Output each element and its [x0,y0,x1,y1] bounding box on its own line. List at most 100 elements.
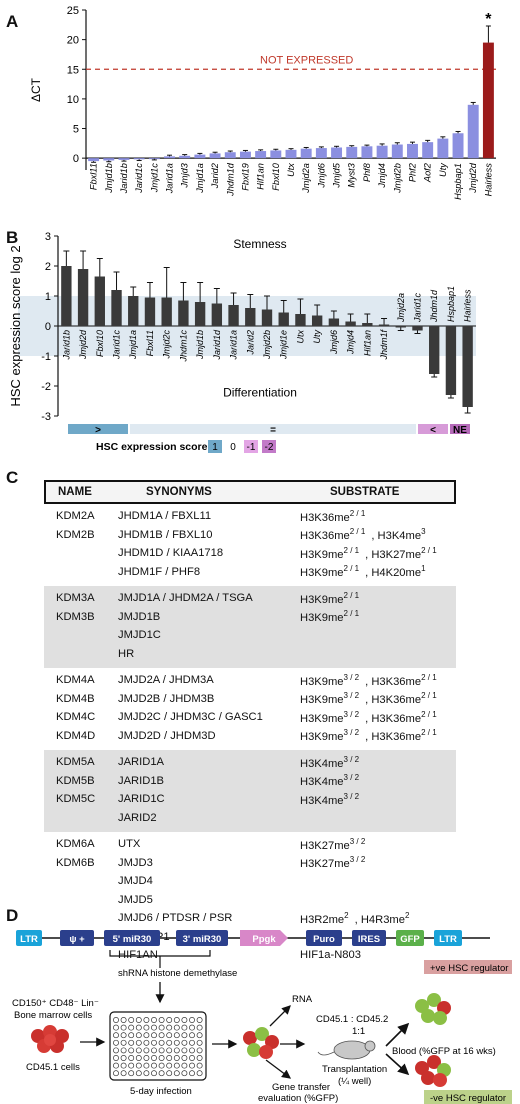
cell-synonyms: JMJD1B [118,610,161,623]
plate-well [158,1039,165,1046]
plate-well [151,1032,157,1039]
plate-well [196,1070,203,1077]
cell-synonyms: JARID1A [118,756,165,769]
bar-a [467,104,479,159]
panel-c-letter: C [6,468,19,487]
bar-a [118,158,130,160]
score-legend-label: -2 [265,442,274,453]
table-row: KDM2B JHDM1B / FBXL10 H3K36me2 / 1, H3K4me… [44,526,456,545]
table-header: NAME SYNONYMS SUBSTRATE [44,480,456,504]
y-axis-title-a: ΔCT [29,77,43,102]
cell-name: KDM5B [56,774,95,787]
construct-element [16,930,42,946]
x-tick-label-b: Hspbap1 [446,286,456,322]
cell-synonyms: JHDM1F / PHF8 [118,565,201,578]
bar-b [311,315,323,326]
x-tick-label-b: Jmjd2a [396,293,406,323]
y-tick-label-a: 20 [67,35,79,47]
table-row: KDM2A JHDM1A / FBXL11 H3K36me2 / 1 [44,507,456,526]
bar-b [161,297,172,326]
score-legend-label: 1 [212,442,218,453]
table-row: KDM4A JMJD2A / JHDM3A H3K9me3 / 2, H3K36me… [44,671,456,690]
table-row: JARID2 [44,809,456,828]
plate-well [181,1062,188,1069]
plate-well [120,1047,127,1054]
bar-a [482,42,494,159]
plate-well [120,1039,127,1046]
x-tick-label-a: Jmjd1b [104,163,114,194]
plate-well [166,1047,173,1054]
x-tick-label-b: Utx [295,330,305,344]
x-tick-label-a: Utx [286,163,296,177]
table-row: HR [44,645,456,664]
infected-cells [243,1027,279,1059]
bar-a [452,133,464,159]
x-tick-label-b: Jmjd2c [162,330,172,360]
y-tick-label-b: -3 [41,411,51,423]
plate-well [113,1039,119,1046]
cell-name: KDM6A [56,838,95,851]
y-tick-label-b: 0 [45,321,51,333]
construct-element [434,930,462,946]
shrna-bracket [109,950,211,957]
bar-b [395,326,406,328]
construct-label: IRES [358,934,380,945]
panel-d-letter: D [6,906,19,925]
plate-well [135,1047,142,1054]
plate-well [166,1055,173,1061]
bar-a [361,146,373,159]
x-tick-label-a: Hif1an [256,163,266,190]
cell-substrate: H3K9me2 / 1 [300,609,360,625]
cell-synonyms: JARID1C [118,793,165,806]
x-tick-label-b: Jhdm1c [178,330,188,363]
y-tick-label-a: 15 [67,64,79,76]
plate-well [120,1055,127,1061]
construct-element [352,930,386,946]
cell-name: KDM5C [56,793,96,806]
plate-well [158,1055,165,1061]
cell-substrate: H3K9me3 / 2, H3K36me2 / 1 [300,709,437,725]
table-row: KDM5A JARID1A H3K4me3 / 2 [44,753,456,772]
cell-synonyms: UTX [118,838,141,851]
plate-well [143,1047,150,1054]
cell-synonyms: JHDM1B / FBXL10 [118,528,213,541]
plate-well [128,1039,135,1046]
plate-well [120,1024,127,1031]
y-tick-label-a: 10 [67,94,79,106]
construct-label: GFP [400,934,420,945]
plate-well [143,1039,150,1046]
x-tick-label-a: Jmjd1a [195,163,205,194]
x-tick-label-a: Fbxl11 [89,163,99,190]
plate-well [166,1032,173,1039]
plate-well [189,1032,195,1039]
x-tick-label-a: Jmjd6 [316,162,326,188]
cell-name: KDM4C [56,711,96,724]
bar-a [239,151,251,159]
table-group: KDM2A JHDM1A / FBXL11 H3K36me2 / 1 KDM2B JHD… [44,504,456,586]
plate-well [113,1070,119,1077]
cell-synonyms: JMJD3 [118,856,153,869]
plate-well [128,1062,135,1069]
blood-label: Blood (%GFP at 16 wks) [392,1046,496,1057]
score-bar-segment [418,424,448,434]
plate-well [166,1024,173,1031]
bar-a [437,138,449,159]
bar-b [111,290,122,326]
vector-construct: LTR ψ + 5' miR30 3' miR30 Ppgk Puro IRES GFP LTR [16,930,462,946]
table-row: KDM3B JMJD1B H3K9me2 / 1 [44,608,456,627]
plate-well [113,1032,119,1039]
plate-well [143,1024,150,1031]
plate-well [189,1062,195,1069]
plate-well [181,1070,188,1077]
plate-well [128,1032,135,1039]
plate-well [158,1062,165,1069]
plate-well [128,1047,135,1054]
plate-label: 5-day infection [130,1086,192,1097]
header-name: NAME [58,486,92,498]
x-tick-label-b: Hif1an [362,330,372,356]
bar-a [164,156,175,159]
differentiation-label: Differentiation [223,386,297,400]
plate-well [120,1032,127,1039]
table-row: KDM4C JMJD2C / JHDM3C / GASC1 H3K9me3 / 2,… [44,708,456,727]
plate-well [135,1070,142,1077]
